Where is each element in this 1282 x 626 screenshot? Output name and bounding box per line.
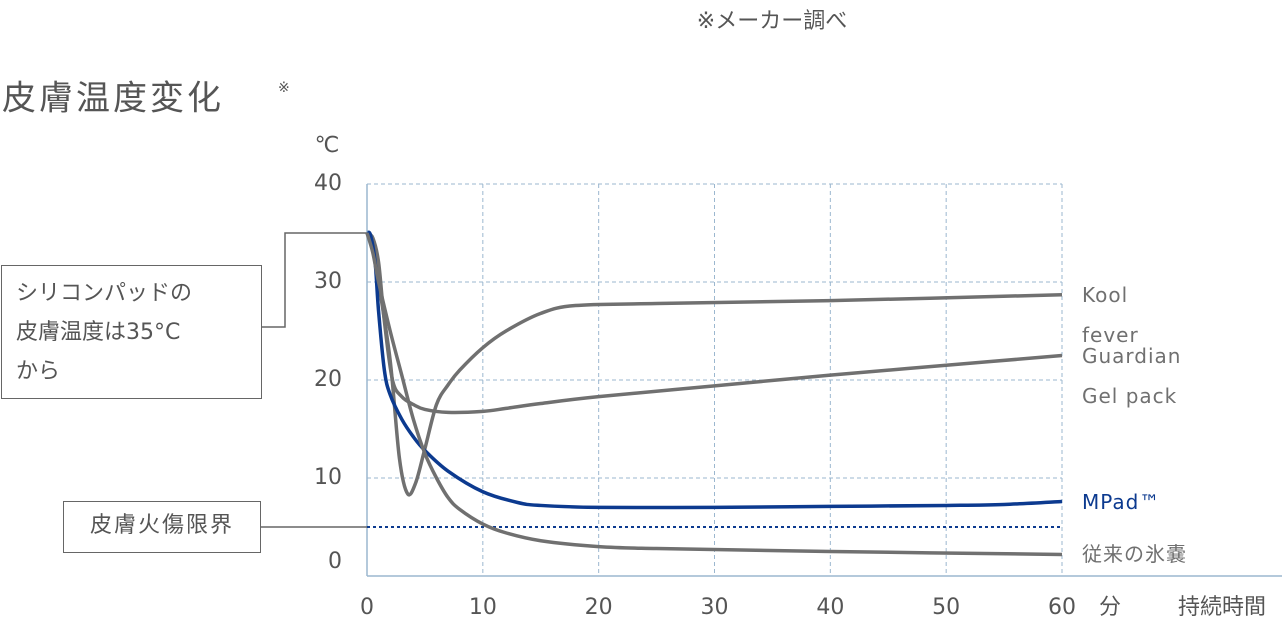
line bbox=[366, 230, 1063, 510]
x-tick-label: 30 bbox=[701, 595, 729, 620]
x-tick-label: 0 bbox=[360, 595, 374, 620]
x-label: 持続時間 bbox=[1178, 595, 1266, 620]
x-unit: 分 bbox=[1099, 595, 1121, 620]
title-mark: ※ bbox=[278, 80, 290, 96]
y-tick-label: 0 bbox=[328, 549, 342, 574]
y-tick-label: 30 bbox=[314, 269, 342, 294]
callout-leader bbox=[261, 232, 367, 328]
series-label: MPad™ bbox=[1082, 489, 1161, 514]
x-tick-label: 10 bbox=[469, 595, 497, 620]
y-tick-label: 10 bbox=[314, 465, 342, 490]
chart-title: 皮膚温度変化 bbox=[2, 79, 224, 119]
series-label: Guardian Gel pack bbox=[1082, 343, 1182, 408]
callout-line: 皮膚温度は35°C bbox=[16, 320, 181, 345]
y-tick-label: 40 bbox=[314, 171, 342, 196]
series-label: 従来の氷嚢 bbox=[1082, 542, 1187, 567]
callout: シリコンパッドの 皮膚温度は35°C から bbox=[1, 265, 262, 399]
callout-line: から bbox=[16, 359, 61, 384]
note: ※メーカー調べ bbox=[697, 9, 847, 34]
line bbox=[365, 231, 1063, 415]
series-label: Kool fever bbox=[1082, 282, 1139, 347]
y-unit: ℃ bbox=[315, 133, 340, 158]
x-tick-label: 60 bbox=[1048, 595, 1076, 620]
x-tick-label: 50 bbox=[932, 595, 960, 620]
callout-line: シリコンパッドの bbox=[16, 281, 193, 306]
x-tick-label: 40 bbox=[816, 595, 844, 620]
y-tick-label: 20 bbox=[314, 367, 342, 392]
threshold-label: 皮膚火傷限界 bbox=[63, 501, 261, 553]
x-tick-label: 20 bbox=[585, 595, 613, 620]
line bbox=[365, 232, 1063, 557]
